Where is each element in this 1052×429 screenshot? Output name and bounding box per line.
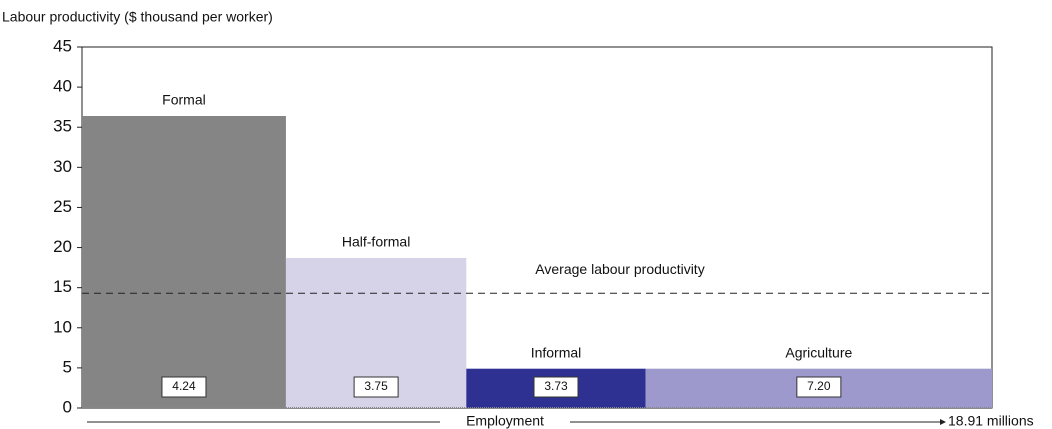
bar-label: Informal	[531, 344, 582, 360]
y-tick-label: 0	[63, 397, 72, 416]
bar-label: Agriculture	[785, 344, 852, 360]
width-label-box	[161, 376, 207, 398]
arrow-head	[940, 419, 946, 425]
y-tick-label: 20	[53, 237, 72, 256]
bar-label: Formal	[162, 92, 206, 108]
x-axis-label: Employment	[466, 413, 544, 429]
y-tick-label: 45	[53, 36, 72, 55]
y-axis-label: Labour productivity ($ thousand per work…	[2, 9, 273, 25]
y-tick-label: 10	[53, 317, 72, 336]
y-tick-label: 5	[63, 357, 72, 376]
bar-label: Half-formal	[342, 234, 410, 250]
width-label-box	[796, 376, 842, 398]
width-label: 3.73	[544, 379, 568, 393]
width-label: 3.75	[364, 379, 388, 393]
y-tick-label: 35	[53, 117, 72, 136]
width-label: 4.24	[172, 379, 196, 393]
width-label: 7.20	[807, 379, 831, 393]
average-label: Average labour productivity	[535, 261, 704, 277]
y-tick-label: 30	[53, 157, 72, 176]
y-tick-label: 25	[53, 197, 72, 216]
width-label-box	[533, 376, 579, 398]
bar	[82, 115, 286, 408]
x-end-label: 18.91 millions	[948, 413, 1034, 429]
width-label-box	[353, 376, 399, 398]
y-tick-label: 15	[53, 277, 72, 296]
y-tick-label: 40	[53, 77, 72, 96]
